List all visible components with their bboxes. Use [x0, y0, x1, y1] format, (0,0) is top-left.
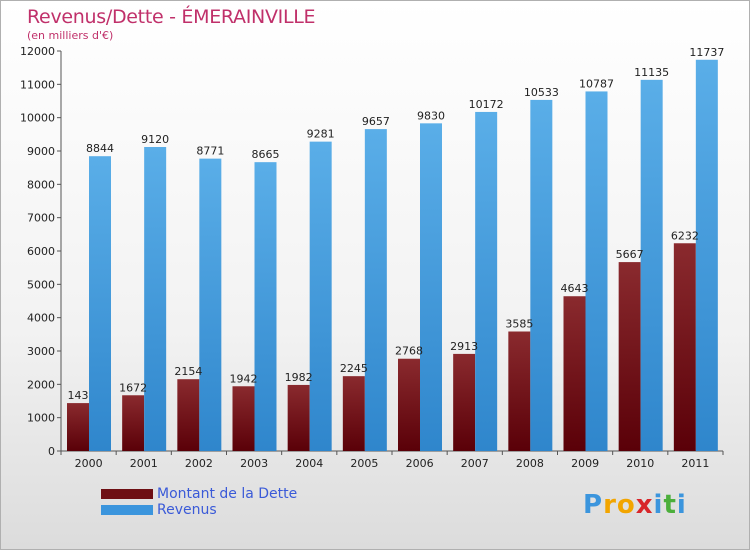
y-tick-label: 6000 [27, 245, 55, 258]
y-tick-label: 9000 [27, 145, 55, 158]
proxiti-logo: Proxiti [583, 490, 687, 520]
y-tick-label: 11000 [20, 78, 55, 91]
x-tick-label: 2009 [571, 457, 599, 470]
logo-letter: i [676, 490, 687, 520]
data-label-debt-2000: 143 [68, 389, 89, 402]
logo-letter: i [653, 490, 664, 520]
logo-letter: o [616, 490, 636, 520]
bar-debt-2006 [398, 358, 420, 451]
data-label-revenue-2008: 10533 [524, 86, 559, 99]
data-label-revenue-2004: 9281 [307, 128, 335, 141]
data-label-revenue-2006: 9830 [417, 109, 445, 122]
y-tick-label: 1000 [27, 412, 55, 425]
bar-revenue-2011 [695, 59, 718, 452]
y-tick-label: 3000 [27, 345, 55, 358]
bar-debt-2004 [287, 384, 310, 451]
bar-revenue-2008 [530, 99, 553, 452]
bar-revenue-2010 [640, 79, 663, 451]
data-label-revenue-2010: 11135 [634, 66, 669, 79]
x-tick-label: 2010 [626, 457, 654, 470]
x-tick-label: 2001 [130, 457, 158, 470]
x-tick-label: 2006 [406, 457, 434, 470]
data-label-revenue-2007: 10172 [469, 98, 504, 111]
bar-revenue-2000 [89, 156, 111, 451]
legend-swatch-revenue [101, 505, 153, 515]
data-label-revenue-2001: 9120 [141, 133, 169, 146]
data-label-revenue-2011: 11737 [689, 46, 724, 59]
data-label-debt-2010: 5667 [616, 248, 644, 261]
bar-revenue-2009 [585, 91, 608, 451]
y-tick-label: 4000 [27, 312, 55, 325]
bar-debt-2007 [453, 353, 476, 451]
bar-debt-2000 [67, 403, 89, 451]
bar-debt-2010 [618, 262, 641, 451]
bar-revenue-2002 [199, 158, 222, 451]
data-label-revenue-2003: 8665 [252, 148, 280, 161]
data-label-revenue-2005: 9657 [362, 115, 390, 128]
data-label-debt-2008: 3585 [505, 318, 533, 331]
y-tick-label: 7000 [27, 212, 55, 225]
bar-debt-2011 [673, 243, 696, 451]
logo-letter: P [583, 490, 604, 520]
bar-debt-2001 [122, 395, 145, 451]
x-tick-label: 2007 [461, 457, 489, 470]
bar-debt-2009 [563, 296, 586, 451]
y-tick-label: 2000 [27, 378, 55, 391]
data-label-debt-2011: 6232 [671, 229, 699, 242]
x-tick-label: 2011 [681, 457, 709, 470]
bar-revenue-2003 [254, 162, 277, 451]
x-tick-label: 2004 [295, 457, 323, 470]
bar-revenue-2006 [420, 123, 442, 451]
legend-swatch-debt [101, 489, 153, 499]
data-label-debt-2001: 1672 [119, 381, 147, 394]
data-label-debt-2002: 2154 [174, 365, 202, 378]
y-tick-label: 0 [48, 445, 55, 458]
bar-revenue-2005 [364, 129, 387, 451]
x-tick-label: 2003 [240, 457, 268, 470]
logo-letter: x [635, 490, 654, 520]
data-label-debt-2003: 1942 [230, 372, 258, 385]
chart-subtitle: (en milliers d'€) [27, 29, 114, 42]
chart-title: Revenus/Dette - ÉMERAINVILLE [27, 6, 316, 28]
logo-letter: r [603, 490, 617, 520]
data-label-debt-2007: 2913 [450, 340, 478, 353]
data-label-debt-2009: 4643 [561, 282, 589, 295]
bar-debt-2005 [342, 376, 365, 451]
y-tick-label: 8000 [27, 178, 55, 191]
bar-debt-2002 [177, 379, 200, 451]
x-tick-label: 2000 [75, 457, 103, 470]
data-label-revenue-2000: 8844 [86, 142, 114, 155]
y-tick-label: 5000 [27, 278, 55, 291]
y-tick-label: 12000 [20, 45, 55, 58]
data-label-debt-2005: 2245 [340, 362, 368, 375]
bar-revenue-2001 [144, 147, 167, 451]
x-tick-label: 2005 [350, 457, 378, 470]
data-label-revenue-2009: 10787 [579, 77, 614, 90]
data-label-revenue-2002: 8771 [196, 145, 224, 158]
data-label-debt-2004: 1982 [285, 371, 313, 384]
bar-revenue-2004 [309, 141, 332, 451]
bar-revenue-2007 [475, 111, 498, 451]
legend-label-debt: Montant de la Dette [157, 486, 298, 502]
x-tick-label: 2002 [185, 457, 213, 470]
y-tick-label: 10000 [20, 112, 55, 125]
bar-debt-2008 [508, 331, 531, 451]
logo-letter: t [663, 490, 677, 520]
data-label-debt-2006: 2768 [395, 345, 423, 358]
bar-debt-2003 [232, 386, 255, 451]
legend-label-revenue: Revenus [157, 502, 217, 518]
x-tick-label: 2008 [516, 457, 544, 470]
